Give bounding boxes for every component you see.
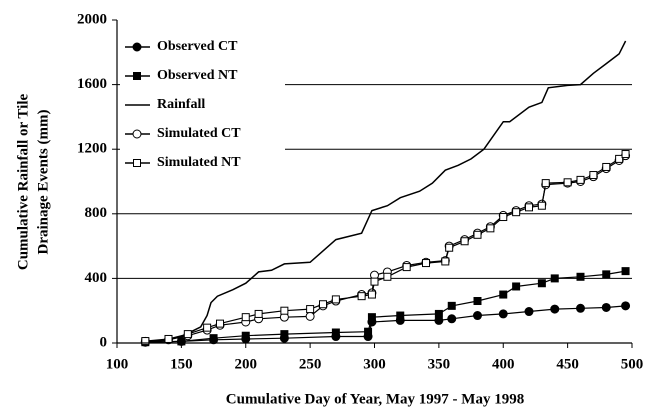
x-tick-label: 200 <box>235 356 258 372</box>
data-point <box>447 314 457 324</box>
legend-marker <box>133 159 141 167</box>
legend-label: Simulated NT <box>157 155 241 170</box>
y-tick-label: 2000 <box>77 11 107 27</box>
data-point <box>473 297 482 306</box>
legend-marker <box>133 72 141 80</box>
data-point <box>445 243 454 252</box>
data-point <box>441 257 450 266</box>
data-point <box>447 301 456 310</box>
data-point <box>499 290 508 299</box>
data-point <box>370 277 379 286</box>
x-axis-title: Cumulative Day of Year, May 1997 - May 1… <box>226 391 524 407</box>
data-point <box>254 309 263 318</box>
data-point <box>576 303 585 313</box>
data-point <box>203 323 212 332</box>
x-tick-label: 150 <box>170 356 193 372</box>
y-tick-label: 800 <box>85 205 108 221</box>
legend-marker <box>132 42 142 52</box>
x-tick-label: 400 <box>492 356 515 372</box>
series-line <box>145 155 626 342</box>
x-tick-label: 450 <box>556 356 579 372</box>
y-tick-label: 1600 <box>77 76 107 92</box>
data-point <box>499 213 508 222</box>
data-point <box>512 208 521 217</box>
data-point <box>537 201 546 210</box>
data-point <box>306 305 315 314</box>
data-point <box>550 304 560 314</box>
data-point <box>331 328 340 337</box>
data-point <box>460 237 469 246</box>
data-point <box>141 337 150 346</box>
data-point <box>280 306 289 315</box>
data-point <box>177 337 186 346</box>
data-point <box>280 330 289 339</box>
y-axis-title: Cumulative Rainfall or Tile <box>15 94 31 271</box>
data-point <box>422 259 430 268</box>
data-point <box>498 309 508 319</box>
data-point <box>367 290 376 299</box>
data-point <box>486 224 495 233</box>
data-point <box>367 313 376 322</box>
data-point <box>305 311 315 321</box>
data-point <box>615 154 624 163</box>
data-point <box>525 203 533 212</box>
data-point <box>563 178 572 187</box>
data-point <box>473 230 482 239</box>
data-point <box>396 311 405 320</box>
data-point <box>576 175 585 184</box>
legend-label: Observed CT <box>157 39 238 54</box>
legend-background <box>120 30 285 178</box>
data-point <box>209 334 218 343</box>
data-point <box>537 279 546 288</box>
x-tick-label: 300 <box>363 356 386 372</box>
x-tick-label: 350 <box>428 356 451 372</box>
data-point <box>364 327 373 336</box>
data-point <box>524 307 534 317</box>
legend-label: Rainfall <box>157 97 205 112</box>
x-tick-label: 100 <box>106 356 129 372</box>
data-point <box>589 171 598 180</box>
x-tick-label: 500 <box>621 356 644 372</box>
y-axis-title: Drainage Events (mm) <box>35 110 51 255</box>
data-point <box>550 274 559 283</box>
data-point <box>473 311 482 321</box>
data-point <box>402 263 411 272</box>
series-line <box>145 40 627 343</box>
data-point <box>576 272 585 281</box>
y-tick-label: 1200 <box>77 141 107 157</box>
data-point <box>164 334 173 343</box>
data-point <box>434 309 443 318</box>
x-tick-label: 250 <box>299 356 322 372</box>
data-point <box>601 302 611 312</box>
data-point <box>602 270 611 279</box>
data-point <box>621 301 631 311</box>
data-point <box>241 313 250 322</box>
data-point <box>216 319 224 328</box>
legend-marker <box>132 129 142 139</box>
y-tick-label: 400 <box>85 270 108 286</box>
data-point <box>383 272 392 281</box>
data-point <box>241 331 250 340</box>
data-point <box>319 300 327 309</box>
legend-label: Observed NT <box>157 68 238 83</box>
data-point <box>621 267 630 276</box>
data-point <box>602 162 611 171</box>
y-tick-label: 0 <box>100 334 108 350</box>
data-point <box>541 179 550 188</box>
data-point <box>331 295 340 304</box>
data-point <box>621 150 630 159</box>
legend-label: Simulated CT <box>157 126 241 141</box>
data-point <box>357 292 366 301</box>
data-point <box>512 282 521 291</box>
data-point <box>183 330 192 339</box>
